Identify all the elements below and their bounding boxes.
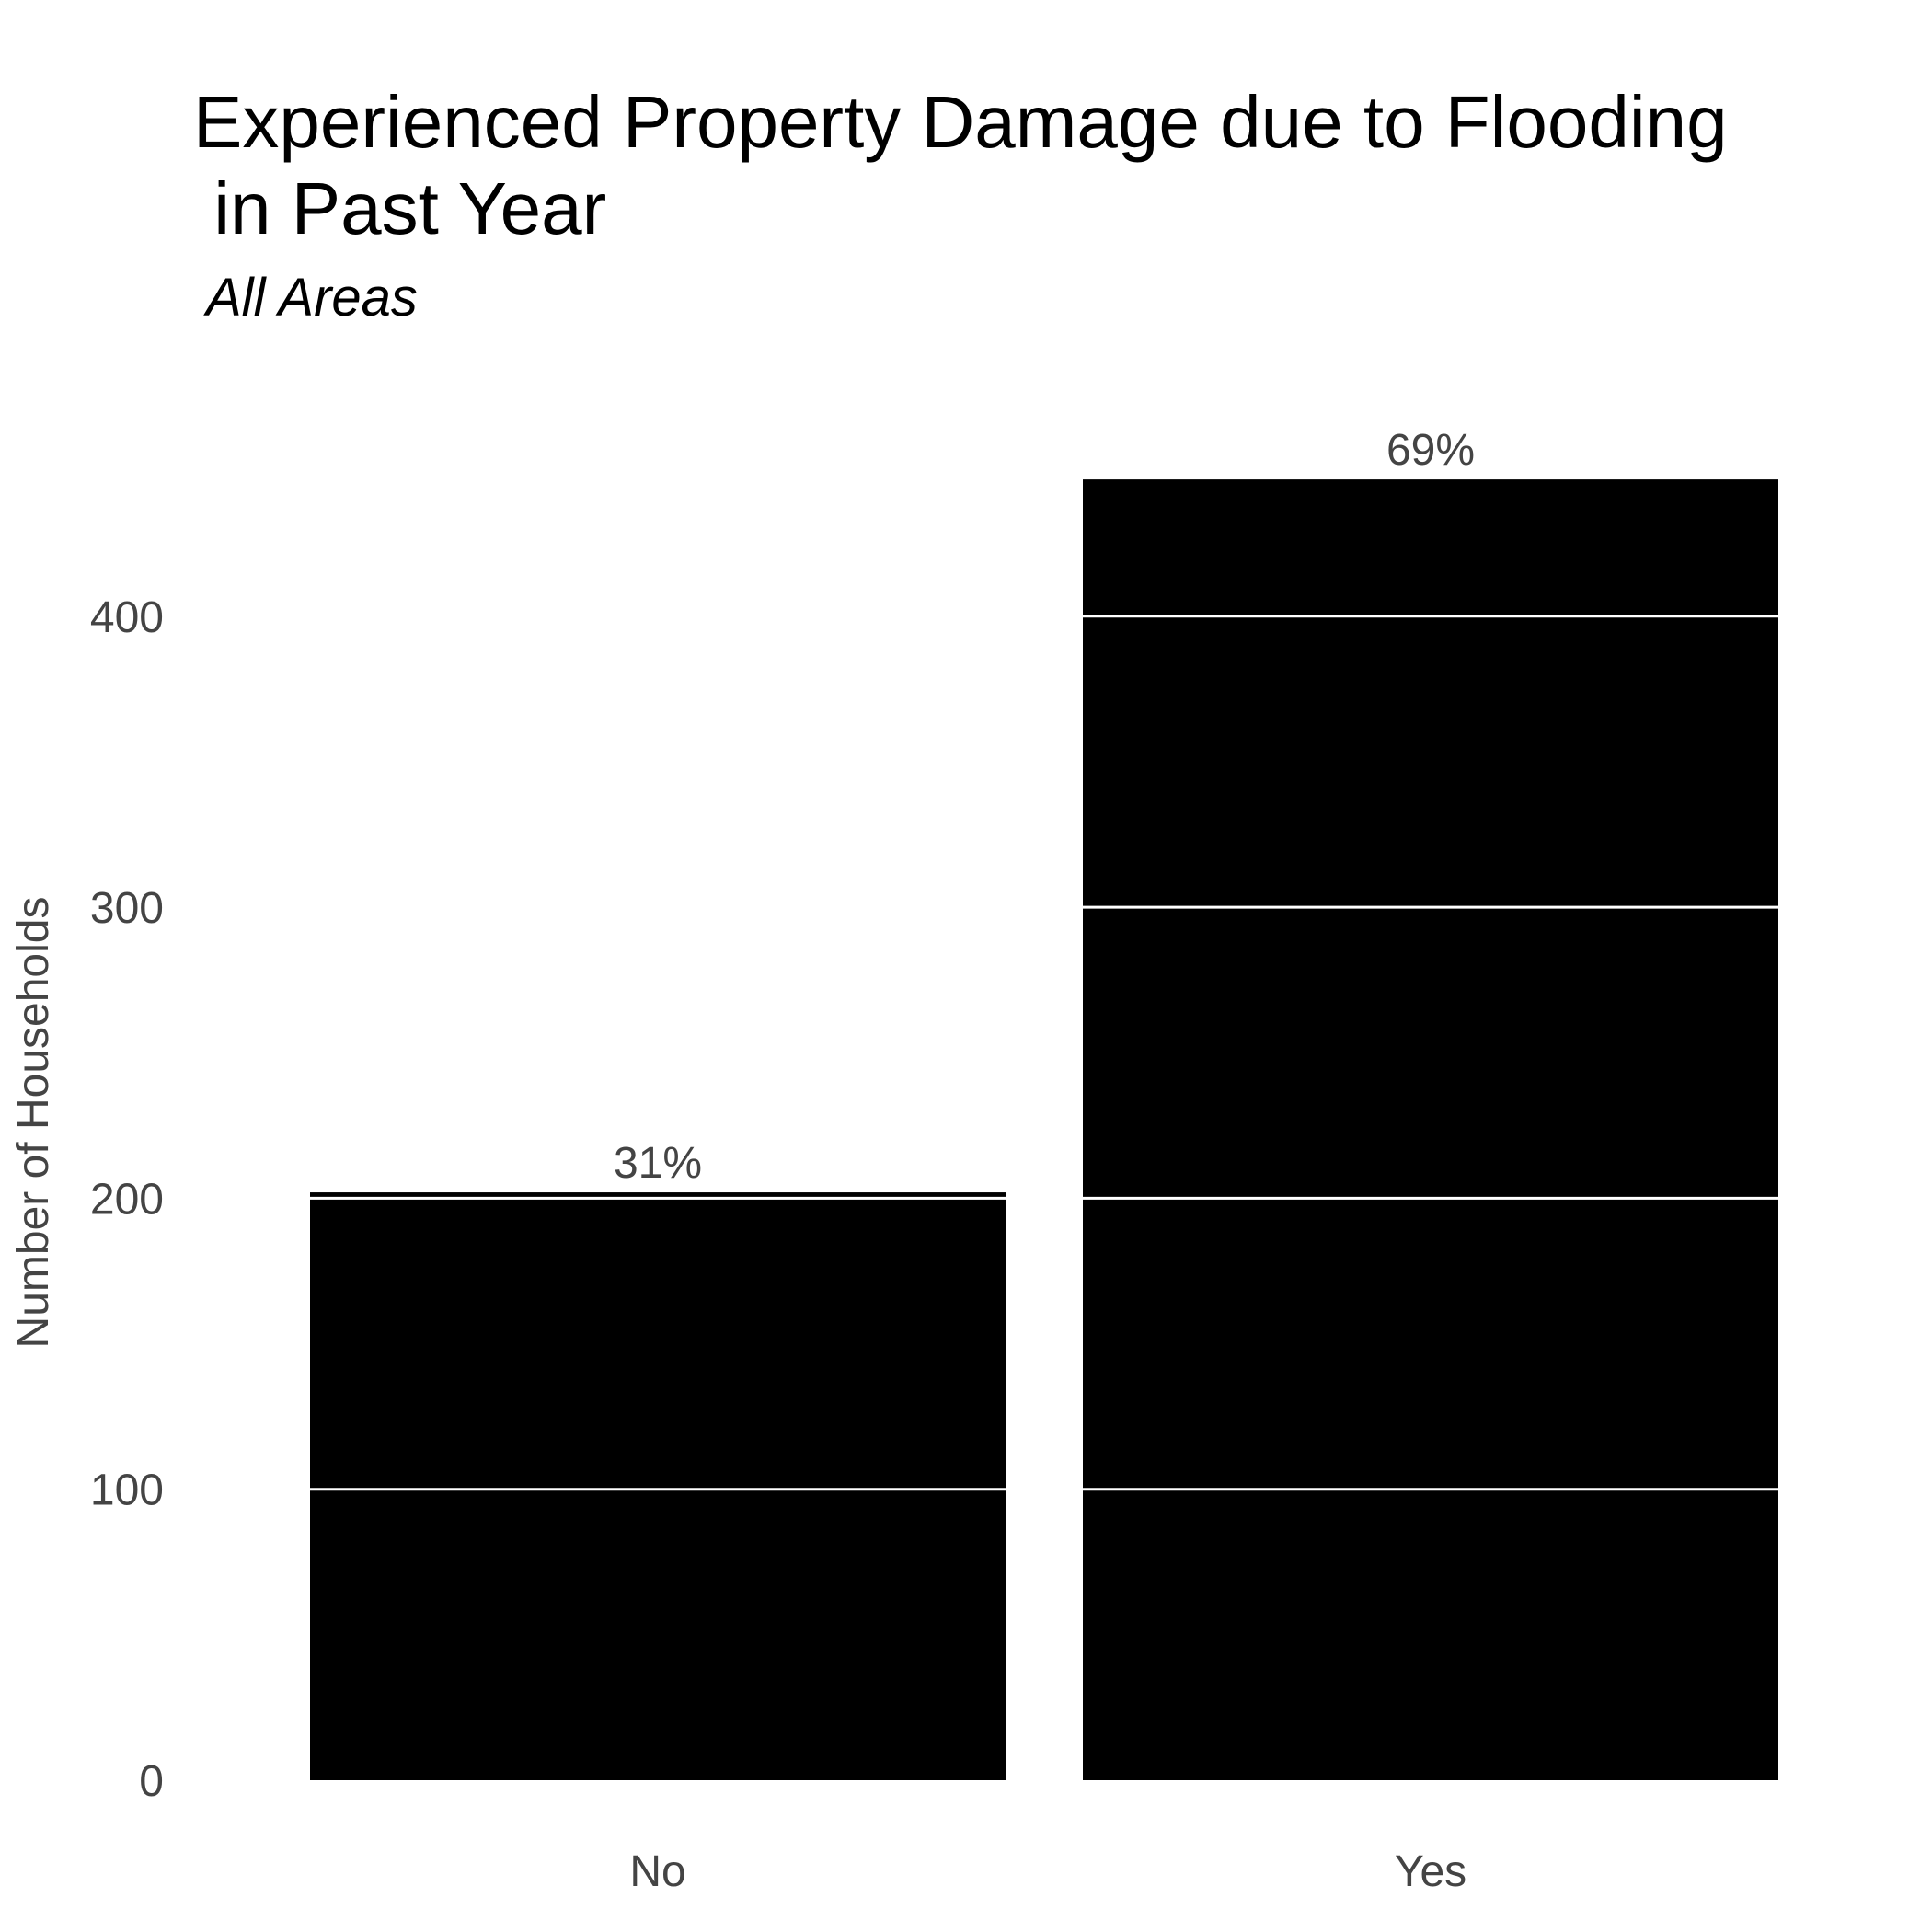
chart-title: Experienced Property Damage due to Flood… [193,81,1728,249]
data-label-no: 31% [614,1139,702,1188]
x-tick-label-yes: Yes [1395,1847,1466,1896]
y-tick-label-0: 0 [139,1757,164,1806]
bar-yes [1083,479,1778,1780]
x-tick-label-no: No [629,1847,685,1896]
bars-layer [310,479,1778,1780]
y-axis-title: Number of Households [9,897,58,1349]
y-tick-label-200: 200 [90,1175,164,1224]
chart-subtitle: All Areas [206,268,418,328]
y-tick-label-400: 400 [90,593,164,642]
bar-no [310,1192,1006,1780]
y-tick-label-100: 100 [90,1466,164,1515]
y-tick-label-300: 300 [90,884,164,933]
grid-layer [310,615,1778,1491]
labels-layer: 31% No 69% Yes 0 100 200 300 400 [90,426,1475,1896]
data-label-yes: 69% [1386,426,1475,475]
